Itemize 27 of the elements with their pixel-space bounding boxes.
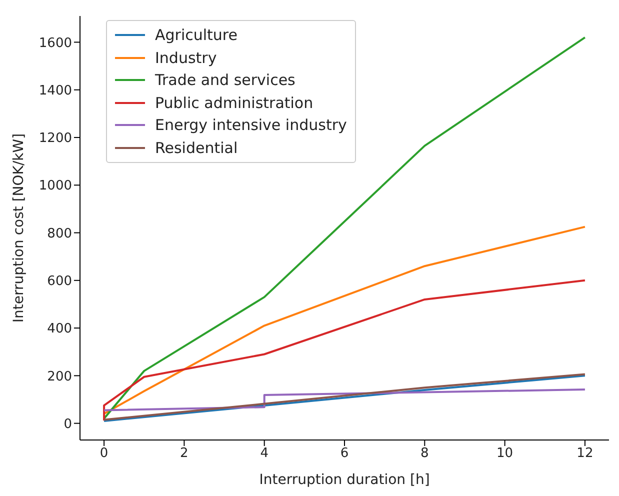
legend-label: Agriculture bbox=[155, 25, 238, 46]
line-series bbox=[103, 279, 586, 422]
legend-label: Industry bbox=[155, 48, 217, 68]
y-tick-label: 1400 bbox=[38, 83, 72, 98]
legend-label: Energy intensive industry bbox=[155, 115, 347, 136]
y-axis-title: Interruption cost [NOK/kW] bbox=[10, 133, 27, 323]
x-axis-title: Interruption duration [h] bbox=[259, 472, 430, 488]
y-tick-label: 600 bbox=[47, 274, 72, 290]
x-tick-label: 0 bbox=[100, 446, 108, 462]
y-tick-label: 0 bbox=[64, 416, 72, 432]
y-tick-label: 1200 bbox=[38, 131, 72, 146]
y-tick-label: 800 bbox=[47, 226, 72, 242]
y-tick-label: 1600 bbox=[38, 36, 72, 51]
x-tick-label: 4 bbox=[260, 446, 268, 462]
line-series bbox=[103, 226, 586, 415]
x-tick-label: 10 bbox=[496, 446, 514, 462]
line-series bbox=[103, 388, 586, 412]
y-tick-label: 200 bbox=[47, 369, 72, 384]
y-tick-label: 400 bbox=[47, 322, 72, 337]
legend-label: Residential bbox=[155, 138, 238, 158]
x-tick-label: 12 bbox=[576, 446, 594, 462]
x-tick-label: 8 bbox=[420, 446, 429, 462]
x-tick-label: 6 bbox=[340, 446, 349, 462]
legend-label: Trade and services bbox=[155, 70, 296, 91]
x-tick-label: 2 bbox=[180, 446, 188, 462]
legend-label: Public administration bbox=[155, 92, 314, 114]
y-tick-label: 1000 bbox=[38, 178, 72, 194]
